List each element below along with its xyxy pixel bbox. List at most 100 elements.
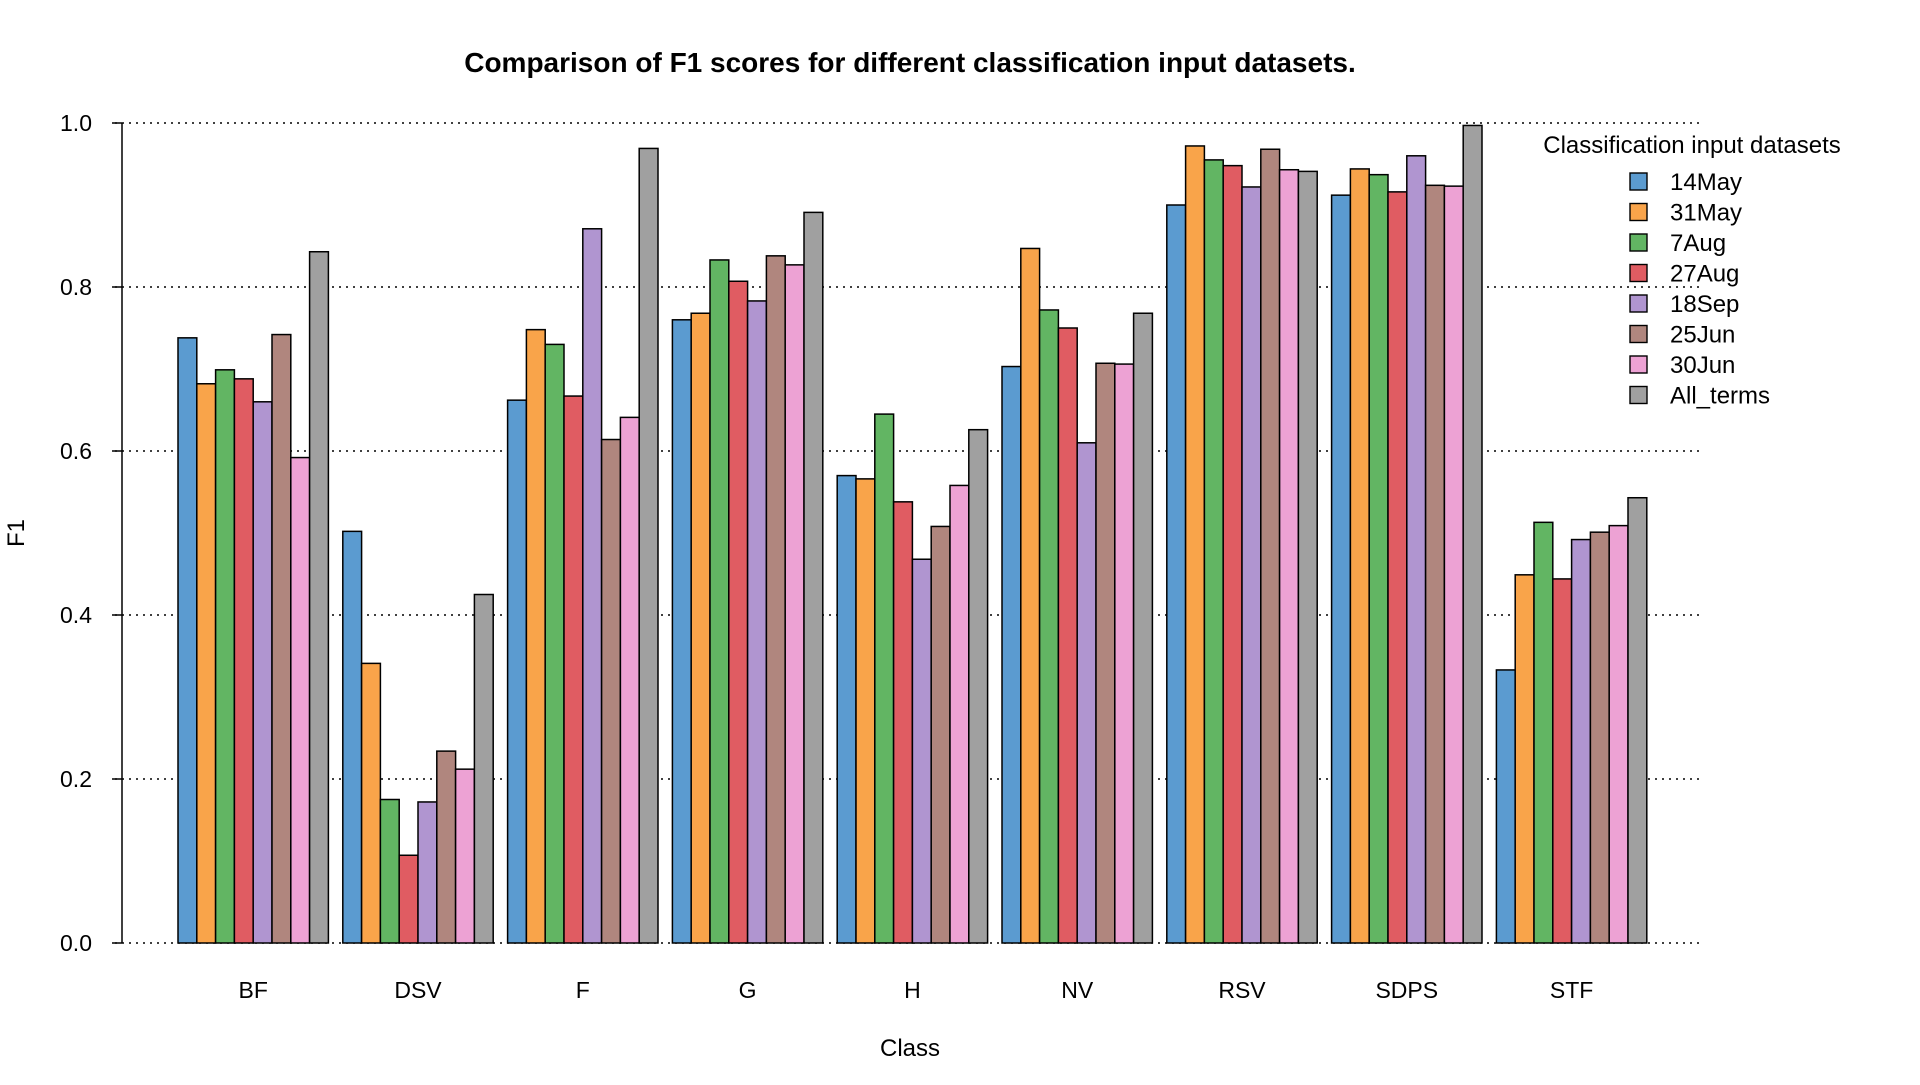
bar-SDPS-7Aug xyxy=(1368,173,1389,944)
bar-F-18Sep xyxy=(582,228,603,944)
bar-BF-27Aug xyxy=(233,378,254,944)
bar-DSV-18Sep xyxy=(417,801,438,944)
bar-NV-31May xyxy=(1020,247,1041,944)
bar-RSV-30Jun xyxy=(1278,168,1300,944)
bar-RSV-14May xyxy=(1166,204,1187,944)
bar-G-30Jun xyxy=(784,264,805,944)
x-tick-label: DSV xyxy=(394,977,442,1003)
bar-SDPS-30Jun xyxy=(1443,185,1464,944)
bar-DSV-7Aug xyxy=(379,798,400,944)
bar-F-7Aug xyxy=(544,343,565,944)
bar-F-25Jun xyxy=(600,438,622,944)
legend-swatch-18Sep xyxy=(1629,294,1648,313)
bar-H-14May xyxy=(836,474,857,944)
bar-RSV-31May xyxy=(1184,145,1206,944)
bar-STF-18Sep xyxy=(1570,538,1592,944)
legend-swatch-14May xyxy=(1629,172,1648,191)
bar-G-25Jun xyxy=(765,255,786,944)
bar-G-7Aug xyxy=(709,259,730,944)
bar-F-14May xyxy=(506,399,528,944)
y-tick-label: 0.2 xyxy=(60,766,92,792)
legend-label-27Aug: 27Aug xyxy=(1670,261,1739,288)
bar-DSV-30Jun xyxy=(454,768,476,944)
bar-H-31May xyxy=(855,478,876,944)
x-tick-label: NV xyxy=(1061,977,1094,1003)
x-tick-label: H xyxy=(904,977,921,1003)
bar-NV-14May xyxy=(1001,365,1022,944)
x-tick-label: SDPS xyxy=(1375,977,1438,1003)
bar-NV-All_terms xyxy=(1132,312,1154,944)
legend-swatch-All_terms xyxy=(1629,385,1648,405)
bar-G-18Sep xyxy=(746,300,768,944)
bar-H-27Aug xyxy=(892,501,914,944)
bar-STF-All_terms xyxy=(1627,496,1648,944)
bar-NV-27Aug xyxy=(1057,327,1078,944)
bar-STF-14May xyxy=(1495,669,1516,944)
bar-SDPS-27Aug xyxy=(1387,191,1408,944)
bar-DSV-14May xyxy=(342,530,363,944)
bar-SDPS-14May xyxy=(1330,194,1352,944)
legend-label-18Sep: 18Sep xyxy=(1670,291,1739,318)
bar-H-All_terms xyxy=(968,428,989,944)
legend-title: Classification input datasets xyxy=(1543,132,1841,159)
bar-RSV-All_terms xyxy=(1297,170,1318,944)
legend-swatch-30Jun xyxy=(1629,355,1648,374)
bar-BF-7Aug xyxy=(214,369,236,944)
bar-SDPS-18Sep xyxy=(1406,155,1427,944)
legend-swatch-27Aug xyxy=(1629,263,1648,283)
x-tick-label: STF xyxy=(1550,977,1593,1003)
bar-F-31May xyxy=(525,328,546,944)
bars xyxy=(177,124,1648,944)
bar-BF-30Jun xyxy=(290,456,311,944)
bar-BF-31May xyxy=(196,383,217,944)
bar-F-27Aug xyxy=(563,395,584,944)
bar-RSV-18Sep xyxy=(1241,186,1262,944)
bar-RSV-27Aug xyxy=(1222,164,1243,944)
bar-STF-30Jun xyxy=(1608,524,1629,944)
bar-H-25Jun xyxy=(930,525,951,944)
x-tick-label: F xyxy=(576,977,590,1003)
x-tick-label: G xyxy=(739,977,757,1003)
bar-SDPS-25Jun xyxy=(1424,184,1446,944)
bar-G-31May xyxy=(690,312,711,944)
bar-DSV-31May xyxy=(360,662,382,944)
bar-RSV-25Jun xyxy=(1260,148,1281,944)
bar-H-7Aug xyxy=(874,413,895,944)
bar-STF-7Aug xyxy=(1533,521,1554,944)
bar-BF-18Sep xyxy=(252,401,273,944)
bar-RSV-7Aug xyxy=(1203,159,1224,944)
bar-NV-30Jun xyxy=(1114,363,1135,944)
y-tick-label: 0.0 xyxy=(60,930,92,956)
bar-DSV-27Aug xyxy=(398,854,419,944)
bar-DSV-All_terms xyxy=(473,593,494,944)
legend-label-14May: 14May xyxy=(1670,169,1742,196)
bar-NV-18Sep xyxy=(1076,442,1097,944)
legend-swatch-25Jun xyxy=(1629,324,1648,344)
y-tick-label: 0.4 xyxy=(60,602,92,628)
bar-BF-All_terms xyxy=(308,250,330,944)
legend: Classification input datasets 14May 31May… xyxy=(1543,132,1841,410)
bar-BF-25Jun xyxy=(271,333,292,944)
bar-H-30Jun xyxy=(949,484,970,944)
bar-SDPS-31May xyxy=(1349,168,1370,944)
y-tick-label: 1.0 xyxy=(60,110,92,136)
legend-label-25Jun: 25Jun xyxy=(1670,322,1735,349)
y-axis-label: F1 xyxy=(3,519,30,547)
legend-label-7Aug: 7Aug xyxy=(1670,230,1726,257)
bar-F-30Jun xyxy=(619,416,640,944)
x-axis-label: Class xyxy=(880,1035,940,1062)
bar-STF-31May xyxy=(1514,574,1535,944)
bar-G-27Aug xyxy=(728,280,749,944)
bar-G-All_terms xyxy=(803,211,824,944)
bar-H-18Sep xyxy=(911,558,932,944)
bar-BF-14May xyxy=(177,337,198,944)
legend-label-30Jun: 30Jun xyxy=(1670,352,1735,379)
legend-label-All_terms: All_terms xyxy=(1670,383,1770,410)
legend-swatch-31May xyxy=(1629,202,1648,222)
bar-STF-25Jun xyxy=(1589,531,1610,944)
legend-swatch-7Aug xyxy=(1629,233,1648,252)
x-tick-label: RSV xyxy=(1218,977,1266,1003)
bar-NV-25Jun xyxy=(1095,362,1116,944)
